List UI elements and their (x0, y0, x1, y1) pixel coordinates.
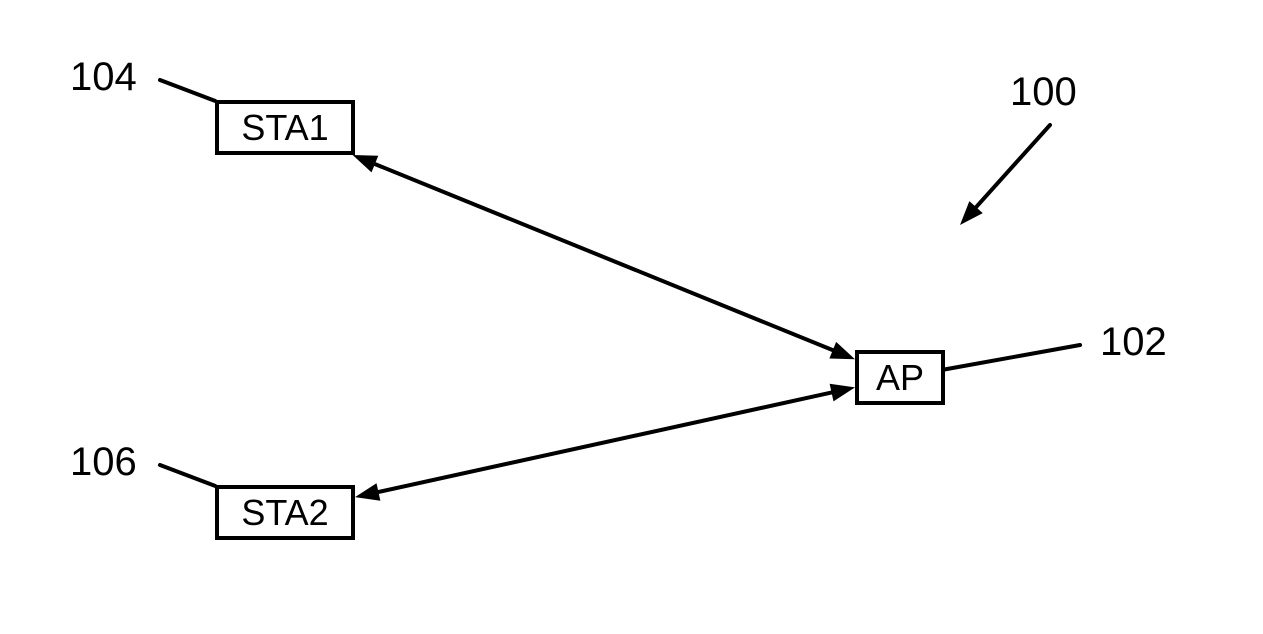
ref-label-106: 106 (70, 440, 137, 485)
node-sta2: STA2 (215, 485, 355, 540)
ref-label-100: 100 (1010, 70, 1077, 115)
diagram-canvas: STA1 STA2 AP 104 106 100 102 (0, 0, 1263, 634)
node-sta1-label: STA1 (241, 107, 328, 149)
node-ap-label: AP (876, 357, 924, 399)
ref-label-102: 102 (1100, 320, 1167, 365)
ref-label-104: 104 (70, 55, 137, 100)
node-ap: AP (855, 350, 945, 405)
node-sta2-label: STA2 (241, 492, 328, 534)
node-sta1: STA1 (215, 100, 355, 155)
